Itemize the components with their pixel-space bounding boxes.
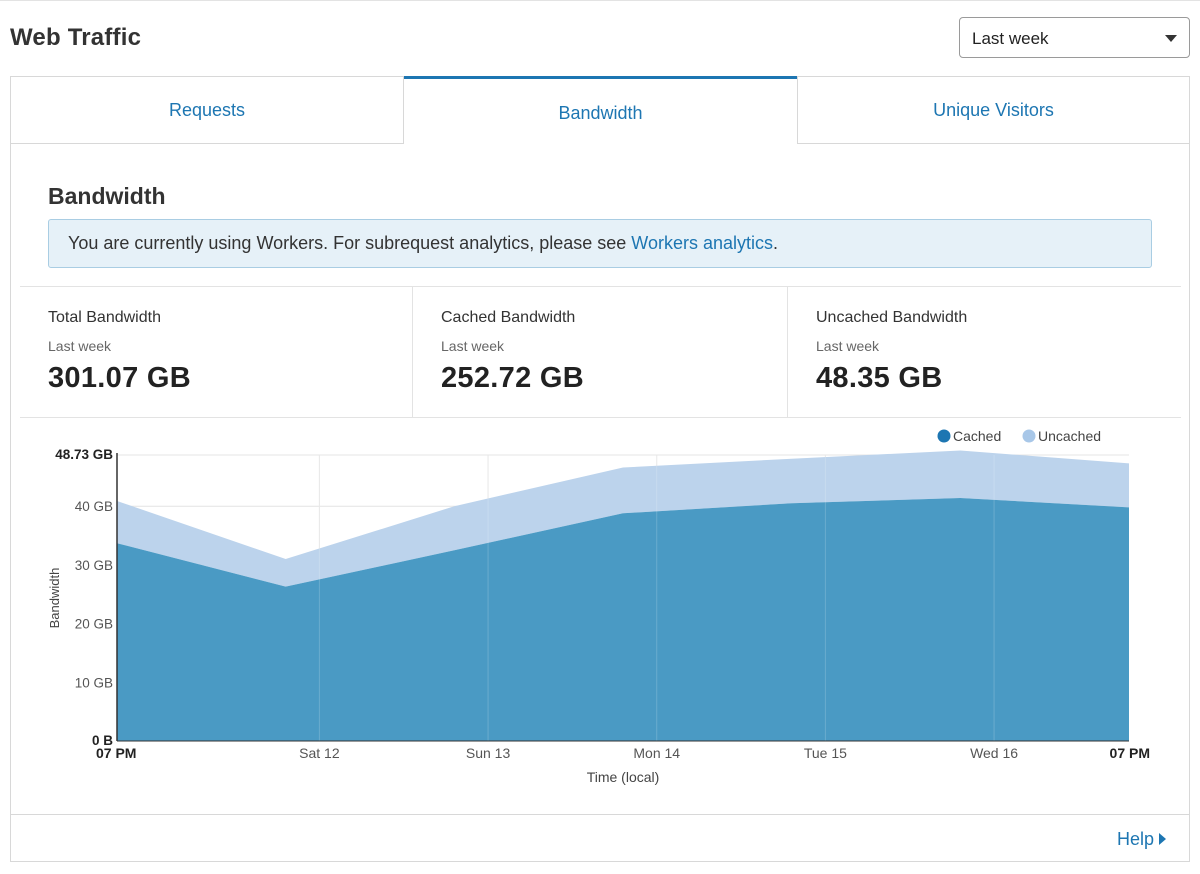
caret-down-icon (1165, 35, 1177, 42)
time-range-value: Last week (972, 29, 1049, 48)
legend-uncached-label: Uncached (1038, 428, 1101, 444)
stat-value: 301.07 GB (48, 362, 191, 394)
stat-period: Last week (816, 338, 880, 354)
tab-unique-visitors[interactable]: Unique Visitors (797, 77, 1189, 144)
x-tick-label: Tue 15 (804, 745, 847, 761)
legend-uncached-swatch (1022, 429, 1036, 443)
help-label: Help (1117, 829, 1155, 849)
stat-period: Last week (441, 338, 505, 354)
uncached-area (117, 450, 1129, 587)
stat-value: 48.35 GB (816, 362, 943, 394)
x-tick-label: Sat 12 (299, 745, 340, 761)
cached-area (117, 498, 1129, 741)
legend-cached-label: Cached (953, 428, 1001, 444)
time-range-select[interactable]: Last week (959, 17, 1190, 58)
y-axis-title: Bandwidth (47, 568, 62, 629)
x-tick-label: Sun 13 (466, 745, 511, 761)
bandwidth-chart[interactable]: 0 B 10 GB 20 GB 30 GB 40 GB 48.73 GB 07 PM Sat … (11, 419, 1189, 799)
x-tick-label: Wed 16 (970, 745, 1018, 761)
tab-bandwidth[interactable]: Bandwidth (404, 76, 797, 144)
stat-uncached-bandwidth: Uncached Bandwidth Last week 48.35 GB (788, 287, 1181, 417)
y-tick-label: 0 B (92, 733, 113, 748)
stat-total-bandwidth: Total Bandwidth Last week 301.07 GB (20, 287, 413, 417)
caret-right-icon (1159, 833, 1167, 845)
notice-suffix: . (773, 233, 779, 253)
section-title: Bandwidth (48, 183, 166, 209)
help-link[interactable]: Help (1117, 829, 1167, 850)
workers-notice: You are currently using Workers. For sub… (48, 219, 1152, 268)
stat-label: Uncached Bandwidth (816, 309, 968, 326)
top-divider (0, 0, 1200, 1)
stat-cached-bandwidth: Cached Bandwidth Last week 252.72 GB (413, 287, 788, 417)
stats-row: Total Bandwidth Last week 301.07 GB Cach… (20, 286, 1181, 418)
tab-requests-label: Requests (168, 100, 246, 120)
tab-requests[interactable]: Requests (11, 77, 404, 144)
y-tick-label: 48.73 GB (55, 447, 113, 462)
y-tick-label: 10 GB (75, 675, 113, 690)
workers-analytics-link[interactable]: Workers analytics (631, 233, 774, 253)
page-title: Web Traffic (10, 24, 142, 51)
y-tick-label: 20 GB (75, 617, 113, 632)
tab-bar: Requests Bandwidth Unique Visitors (11, 76, 1189, 145)
stat-value: 252.72 GB (441, 362, 584, 394)
x-tick-label: Mon 14 (633, 745, 680, 761)
x-axis-title: Time (local) (587, 769, 660, 785)
tab-unique-visitors-label: Unique Visitors (933, 100, 1054, 120)
stat-label: Total Bandwidth (48, 309, 161, 326)
y-tick-label: 40 GB (75, 499, 113, 514)
stat-label: Cached Bandwidth (441, 309, 576, 326)
stat-period: Last week (48, 338, 112, 354)
tab-bandwidth-label: Bandwidth (558, 103, 643, 123)
x-tick-label: 07 PM (1110, 745, 1150, 761)
x-tick-label: 07 PM (96, 745, 136, 761)
y-tick-label: 30 GB (75, 558, 113, 573)
card-footer-divider (11, 814, 1189, 815)
legend-cached-swatch (937, 429, 951, 443)
notice-text: You are currently using Workers. For sub… (68, 233, 632, 253)
web-traffic-card: Requests Bandwidth Unique Visitors Bandw… (10, 76, 1190, 862)
